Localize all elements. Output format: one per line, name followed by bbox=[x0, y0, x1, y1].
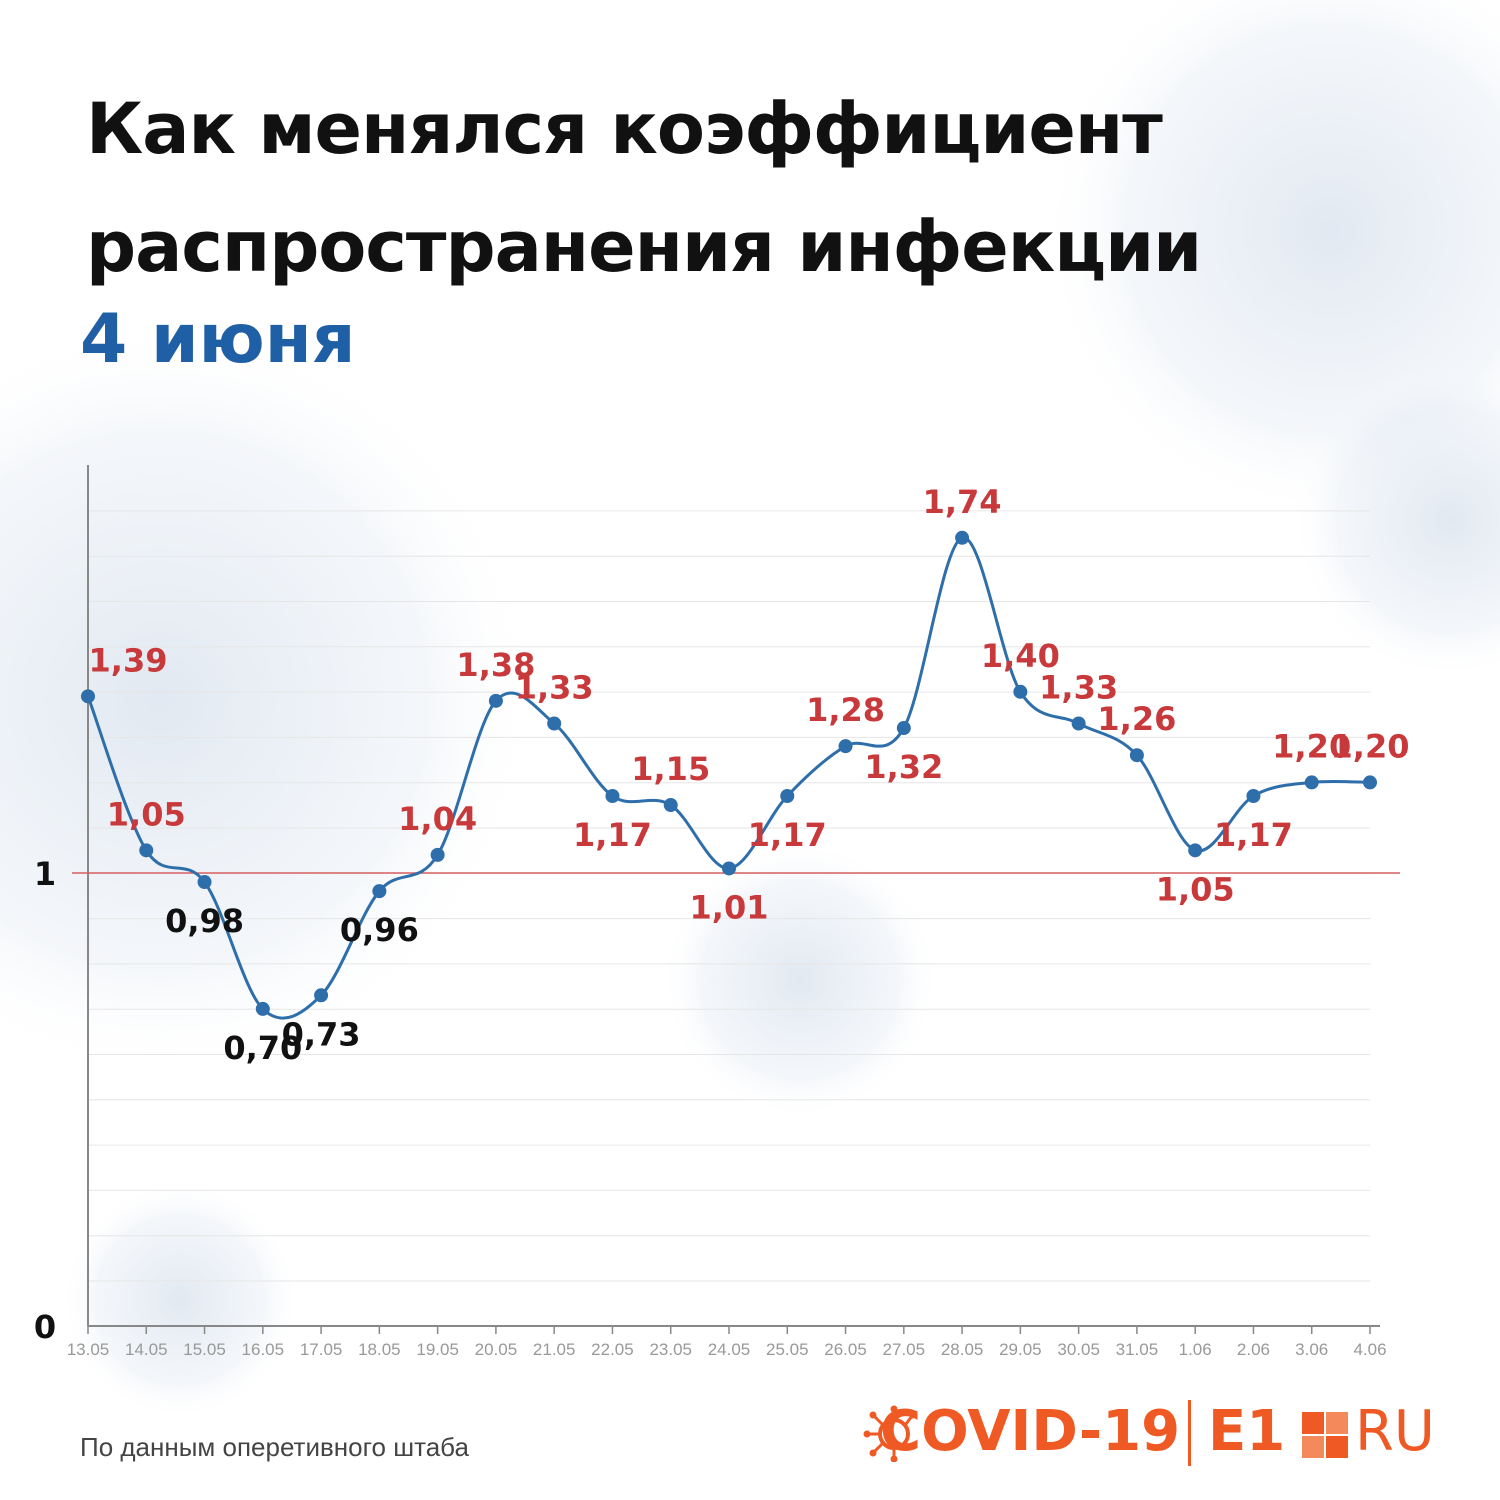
data-label: 1,17 bbox=[573, 816, 652, 854]
x-tick-label: 20.05 bbox=[475, 1340, 518, 1359]
x-tick-label: 13.05 bbox=[67, 1340, 110, 1359]
data-label: 1,40 bbox=[981, 637, 1060, 675]
y-tick-label: 1 bbox=[34, 855, 56, 893]
data-point bbox=[547, 716, 562, 731]
data-point bbox=[605, 788, 620, 803]
virus-icon bbox=[863, 1405, 917, 1462]
data-point bbox=[896, 721, 911, 736]
data-point bbox=[430, 847, 445, 862]
x-tick-label: 19.05 bbox=[416, 1340, 459, 1359]
data-label: 1,05 bbox=[1156, 870, 1235, 908]
data-point bbox=[722, 861, 736, 876]
data-point bbox=[1013, 684, 1028, 699]
data-point bbox=[139, 843, 154, 858]
x-tick-label: 21.05 bbox=[533, 1340, 576, 1359]
data-point bbox=[1246, 788, 1261, 803]
title-line-1: Как менялся коэффициент bbox=[86, 88, 1163, 170]
data-point bbox=[780, 788, 795, 803]
x-tick-label: 17.05 bbox=[300, 1340, 343, 1359]
data-label: 1,20 bbox=[1272, 727, 1351, 765]
data-point bbox=[197, 875, 212, 890]
data-label: 1,26 bbox=[1097, 700, 1176, 738]
data-label: 1,04 bbox=[398, 800, 477, 838]
data-point bbox=[1071, 716, 1086, 731]
data-point bbox=[255, 1001, 270, 1016]
data-point bbox=[81, 689, 95, 704]
x-tick-label: 26.05 bbox=[824, 1340, 867, 1359]
x-tick-label: 24.05 bbox=[708, 1340, 751, 1359]
brand-divider bbox=[1188, 1400, 1191, 1466]
data-label: 1,17 bbox=[1214, 816, 1293, 854]
data-point bbox=[488, 693, 503, 708]
series-line bbox=[86, 536, 1371, 1020]
x-tick-label: 4.06 bbox=[1353, 1340, 1386, 1359]
data-point bbox=[372, 884, 387, 899]
x-tick-label: 15.05 bbox=[183, 1340, 226, 1359]
data-label: 1,01 bbox=[690, 888, 769, 926]
x-tick-label: 25.05 bbox=[766, 1340, 809, 1359]
data-label: 1,38 bbox=[456, 646, 535, 684]
chart-title: Как менялся коэффициент распространения … bbox=[86, 70, 1202, 306]
data-point bbox=[314, 988, 329, 1003]
data-label: 1,28 bbox=[806, 691, 885, 729]
x-tick-label: 23.05 bbox=[649, 1340, 692, 1359]
data-label: 1,39 bbox=[89, 641, 168, 679]
data-label: 1,17 bbox=[748, 816, 827, 854]
x-tick-label: 27.05 bbox=[883, 1340, 926, 1359]
x-tick-label: 1.06 bbox=[1179, 1340, 1212, 1359]
x-tick-label: 2.06 bbox=[1237, 1340, 1270, 1359]
data-point bbox=[838, 739, 853, 754]
x-tick-label: 30.05 bbox=[1057, 1340, 1100, 1359]
data-label: 1,33 bbox=[515, 669, 594, 707]
y-tick-label: 0 bbox=[34, 1308, 56, 1346]
e1-square-icon bbox=[1302, 1412, 1348, 1458]
data-point bbox=[955, 530, 970, 545]
data-label: 0,96 bbox=[340, 911, 419, 949]
data-point bbox=[1304, 775, 1319, 790]
chart-date: 4 июня bbox=[80, 300, 356, 379]
data-label: 1,74 bbox=[923, 483, 1002, 521]
title-line-2: распространения инфекции bbox=[86, 206, 1202, 288]
data-label: 1,05 bbox=[107, 795, 186, 833]
x-tick-label: 18.05 bbox=[358, 1340, 401, 1359]
data-label: 1,33 bbox=[1039, 669, 1118, 707]
brand-e1: E1 bbox=[1208, 1399, 1286, 1464]
x-tick-label: 16.05 bbox=[242, 1340, 285, 1359]
x-tick-label: 29.05 bbox=[999, 1340, 1042, 1359]
data-point bbox=[663, 798, 678, 813]
data-label: 0,73 bbox=[282, 1015, 361, 1053]
data-point bbox=[1129, 748, 1144, 763]
data-label: 0,70 bbox=[223, 1029, 302, 1067]
data-label: 0,98 bbox=[165, 902, 244, 940]
x-tick-label: 3.06 bbox=[1295, 1340, 1328, 1359]
data-label: 1,20 bbox=[1331, 727, 1410, 765]
brand-ru: RU bbox=[1355, 1399, 1435, 1464]
x-tick-label: 31.05 bbox=[1116, 1340, 1159, 1359]
brand-covid: COVID-19 bbox=[880, 1399, 1181, 1464]
source-note: По данным оперетивного штаба bbox=[80, 1432, 469, 1462]
data-label: 1,32 bbox=[864, 748, 943, 786]
data-label: 1,15 bbox=[631, 750, 710, 788]
data-point bbox=[1188, 843, 1203, 858]
x-tick-label: 14.05 bbox=[125, 1340, 168, 1359]
x-tick-label: 22.05 bbox=[591, 1340, 634, 1359]
data-point bbox=[1363, 775, 1377, 790]
x-tick-label: 28.05 bbox=[941, 1340, 984, 1359]
brand-logo: COVID-19 E1 RU bbox=[860, 1392, 1450, 1472]
